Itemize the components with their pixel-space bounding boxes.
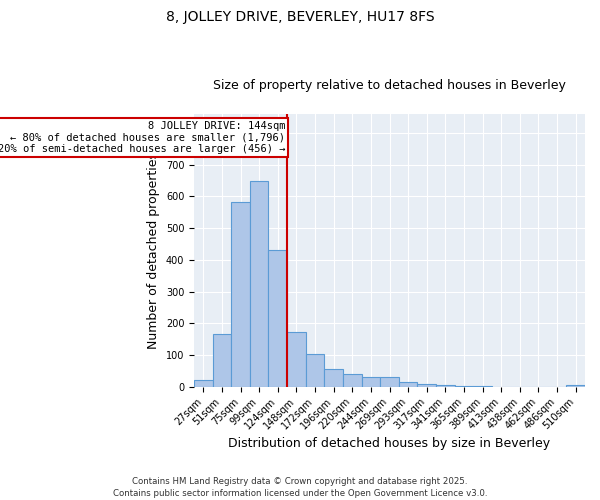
Bar xyxy=(250,182,268,387)
Text: 8 JOLLEY DRIVE: 144sqm
← 80% of detached houses are smaller (1,796)
20% of semi-: 8 JOLLEY DRIVE: 144sqm ← 80% of detached… xyxy=(0,121,285,154)
Bar xyxy=(455,386,473,387)
Bar xyxy=(306,354,325,387)
Bar xyxy=(362,376,380,387)
Bar xyxy=(287,332,306,387)
Bar xyxy=(343,374,362,387)
Title: Size of property relative to detached houses in Beverley: Size of property relative to detached ho… xyxy=(213,79,566,92)
Bar xyxy=(380,376,399,387)
Bar xyxy=(436,385,455,387)
Text: Contains HM Land Registry data © Crown copyright and database right 2025.
Contai: Contains HM Land Registry data © Crown c… xyxy=(113,476,487,498)
Bar xyxy=(399,382,418,387)
Bar xyxy=(268,250,287,387)
Bar xyxy=(194,380,212,387)
X-axis label: Distribution of detached houses by size in Beverley: Distribution of detached houses by size … xyxy=(229,437,551,450)
Bar xyxy=(418,384,436,387)
Y-axis label: Number of detached properties: Number of detached properties xyxy=(147,152,160,349)
Bar xyxy=(566,385,585,387)
Bar xyxy=(325,370,343,387)
Bar xyxy=(212,334,231,387)
Text: 8, JOLLEY DRIVE, BEVERLEY, HU17 8FS: 8, JOLLEY DRIVE, BEVERLEY, HU17 8FS xyxy=(166,10,434,24)
Bar xyxy=(231,202,250,387)
